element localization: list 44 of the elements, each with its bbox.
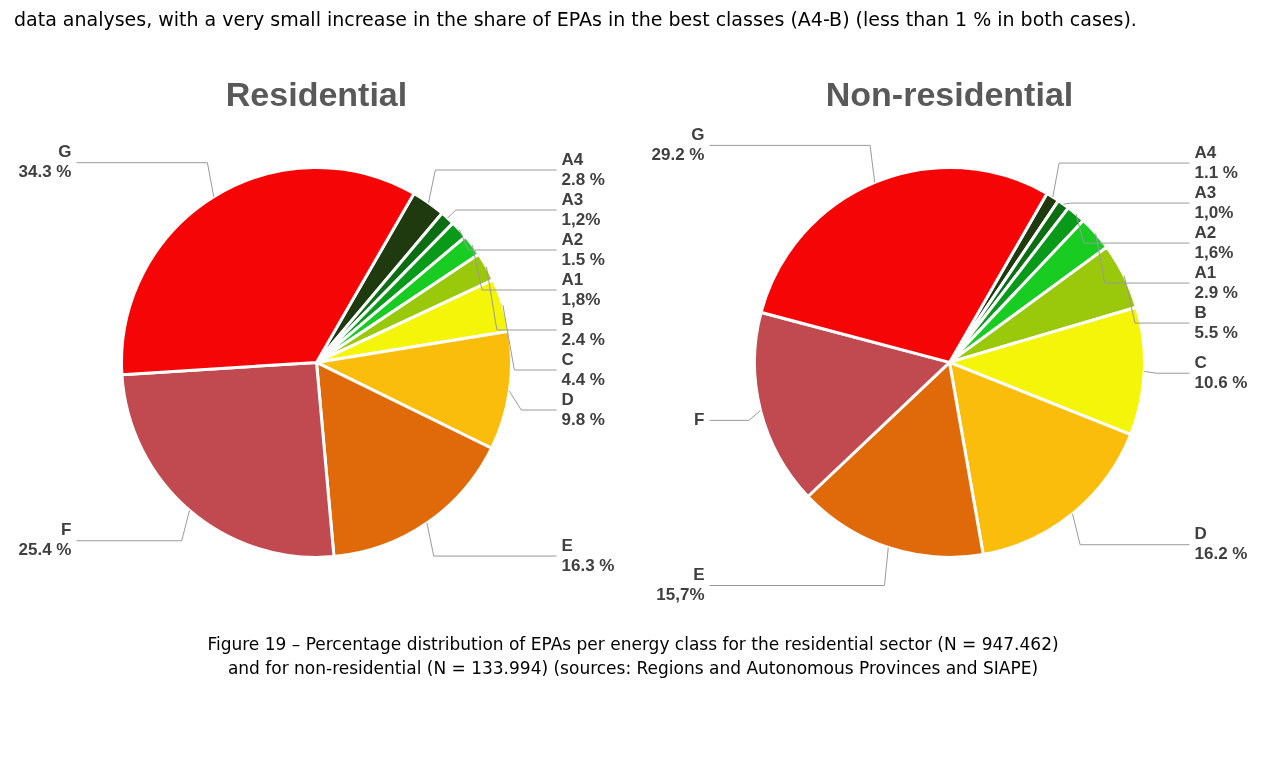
data-label: 1,2% [561,209,601,229]
slice-label: A4 [561,149,584,169]
data-label: 16.2 % [1194,544,1248,564]
slice-label: A2 [1194,222,1217,242]
data-label: 1.1 % [1194,162,1238,182]
data-label: 10.6 % [1194,372,1248,392]
data-label: 16.3 % [561,555,615,575]
data-label: 2.8 % [561,169,605,189]
chart-title: Residential [225,74,408,113]
slice-label: D [1194,524,1207,544]
slice-label: A3 [1194,182,1217,202]
slice-label: A4 [1194,142,1217,162]
caption: Figure 19 – Percentage distribution of EPAs per energy class for the residential sector (N = 947.462) [206,633,1060,656]
slice-label: A2 [561,229,584,249]
chart-title: Non-residential [825,74,1074,113]
data-label: 1,6% [1194,242,1234,262]
data-label: 1.5 % [561,249,605,269]
data-label: 4.4 % [561,369,605,389]
data-label: 15,7% [656,585,705,605]
slice-label: B [561,309,574,329]
data-label: 2.9 % [1194,282,1238,302]
slice-label: B [1194,302,1207,322]
data-label: 2.4 % [561,329,605,349]
data-label: 29.2 % [651,145,705,165]
slice-label: A1 [1194,262,1217,282]
data-label: 1,0% [1194,202,1234,222]
data-label: 9.8 % [561,409,605,429]
data-label: 25.4 % [18,540,72,560]
slice-label: F [694,410,705,430]
slice-label: C [1194,352,1207,372]
data-label: 5.5 % [1194,322,1238,342]
slice-label: E [693,565,705,585]
text: and for non-residential (N = 133.994) (sources: Regions and Autonomous Provinces and SIAPE) [226,657,1040,680]
slice-label: G [691,125,705,145]
slice-label: G [58,142,72,162]
slice-label: A1 [561,269,584,289]
data-label: 34.3 % [18,162,72,182]
slice-label: D [561,389,574,409]
text: data analyses, with a very small increase in the share of EPAs in the best classes (A4-B) (less than 1 % in both cases). [13,7,1138,32]
data-label: 1,8% [561,289,601,309]
slice-label: F [61,520,72,540]
slice-label: A3 [561,189,584,209]
slice-label: C [561,349,574,369]
slice-label: E [561,535,573,555]
